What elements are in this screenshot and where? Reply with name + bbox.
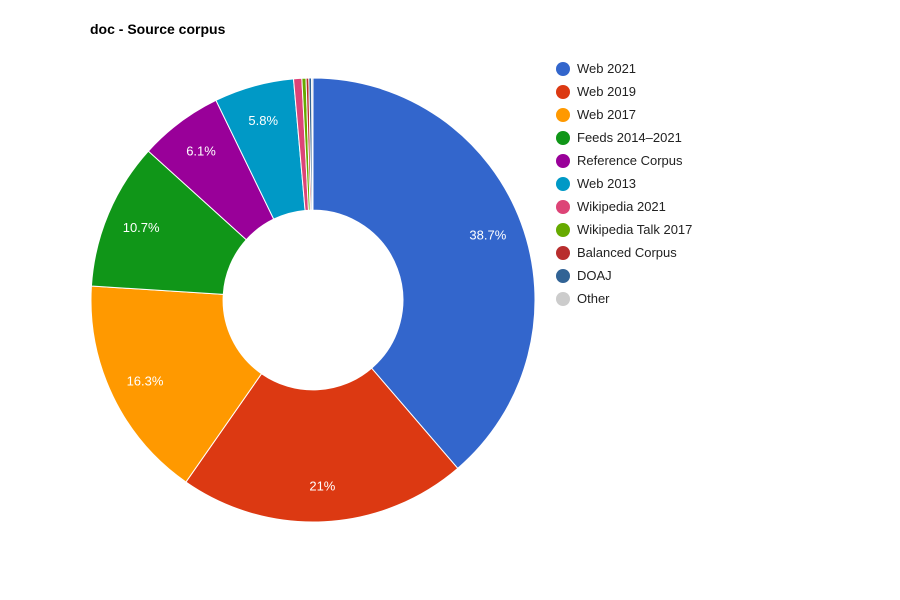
pie-slice-feeds-2014-2021[interactable] [90, 150, 248, 295]
legend-item-label: Wikipedia Talk 2017 [577, 222, 693, 237]
legend-item-feeds-2014-2021[interactable]: Feeds 2014–2021 [556, 126, 692, 149]
legend-item-label: Wikipedia 2021 [577, 199, 666, 214]
legend-swatch-icon [556, 153, 570, 168]
pie-slice-labels: 38.7% 21% 16.3% 10.7% 6.1% 5.8% [123, 113, 507, 494]
legend-swatch-icon [556, 222, 570, 237]
legend: Web 2021 Web 2019 Web 2017 Feeds 2014–20… [556, 57, 692, 310]
legend-swatch-icon [556, 245, 570, 260]
pie-slice-web-2017[interactable] [90, 285, 263, 483]
pie-slice-percentage-label: 38.7% [469, 228, 506, 243]
legend-swatch-icon [556, 199, 570, 214]
legend-swatch-icon [556, 130, 570, 145]
legend-item-label: Web 2013 [577, 176, 637, 191]
pie-slice-web-2021[interactable] [312, 77, 536, 470]
legend-item-label: Balanced Corpus [577, 245, 677, 260]
pie-slices [90, 77, 536, 523]
pie-slice-percentage-label: 21% [309, 479, 335, 494]
legend-item-label: Web 2021 [577, 61, 637, 76]
legend-item-label: Web 2017 [577, 107, 637, 122]
legend-item-web-2019[interactable]: Web 2019 [556, 80, 692, 103]
legend-item-wikipedia-talk-2017[interactable]: Wikipedia Talk 2017 [556, 218, 692, 241]
pie-slice-percentage-label: 10.7% [123, 220, 160, 235]
legend-swatch-icon [556, 176, 570, 191]
legend-swatch-icon [556, 291, 570, 306]
legend-item-label: Other [577, 291, 610, 306]
legend-swatch-icon [556, 107, 570, 122]
legend-swatch-icon [556, 84, 570, 99]
pie-slice-other[interactable] [311, 77, 314, 211]
legend-item-label: Reference Corpus [577, 153, 683, 168]
legend-item-doaj[interactable]: DOAJ [556, 264, 692, 287]
legend-item-web-2017[interactable]: Web 2017 [556, 103, 692, 126]
pie-slice-percentage-label: 6.1% [186, 143, 216, 158]
legend-swatch-icon [556, 268, 570, 283]
pie-slice-web-2019[interactable] [185, 367, 459, 523]
pie-slice-percentage-label: 5.8% [248, 113, 278, 128]
legend-item-label: Feeds 2014–2021 [577, 130, 682, 145]
legend-item-wikipedia-2021[interactable]: Wikipedia 2021 [556, 195, 692, 218]
legend-item-other[interactable]: Other [556, 287, 692, 310]
pie-slice-percentage-label: 16.3% [127, 373, 164, 388]
legend-item-label: DOAJ [577, 268, 612, 283]
legend-item-label: Web 2019 [577, 84, 637, 99]
legend-item-reference-corpus[interactable]: Reference Corpus [556, 149, 692, 172]
legend-item-web-2021[interactable]: Web 2021 [556, 57, 692, 80]
chart-title: doc - Source corpus [90, 21, 226, 37]
legend-swatch-icon [556, 61, 570, 76]
legend-item-web-2013[interactable]: Web 2013 [556, 172, 692, 195]
legend-item-balanced-corpus[interactable]: Balanced Corpus [556, 241, 692, 264]
